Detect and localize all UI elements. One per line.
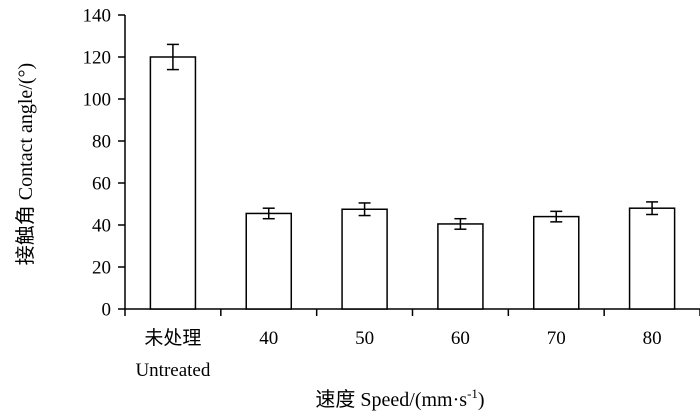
error-bars	[166, 43, 659, 230]
x-tick-label: 未处理	[144, 327, 201, 349]
y-tick-label: 40	[92, 216, 111, 237]
bar	[341, 208, 388, 310]
x-axis-title-sup: -1	[467, 386, 478, 401]
x-axis-title: 速度 Speed/(mm·s-1)	[315, 386, 484, 411]
bar	[245, 212, 293, 310]
bars	[149, 56, 676, 310]
x-tick-label: 50	[355, 328, 374, 349]
x-tick-label: 70	[547, 328, 566, 349]
y-tick-label: 20	[92, 258, 111, 279]
x-axis	[124, 308, 700, 316]
x-tick-labels: 未处理 Untreated 40 50 60 70 80	[135, 327, 661, 381]
bar	[437, 223, 484, 310]
x-axis-title-main: 速度 Speed/(mm·s	[315, 388, 467, 411]
bar	[628, 207, 676, 310]
x-tick-label: 80	[643, 328, 662, 349]
bar	[149, 56, 197, 310]
y-tick-label: 80	[92, 132, 111, 153]
x-tick-label-line2: Untreated	[135, 360, 210, 381]
x-tick-label: 40	[259, 328, 278, 349]
y-tick-label: 0	[102, 300, 112, 321]
y-tick-label: 140	[83, 6, 112, 27]
x-tick-label: 60	[451, 328, 470, 349]
y-tick-label: 60	[92, 174, 111, 195]
y-axis-title: 接触角 Contact angle/(°)	[14, 63, 37, 265]
bar	[532, 215, 580, 310]
y-axis: 0 20 40 60 80 100 120 140	[83, 6, 126, 321]
y-tick-label: 100	[83, 90, 112, 111]
y-tick-label: 120	[83, 48, 112, 69]
x-axis-title-tail: )	[478, 389, 485, 411]
